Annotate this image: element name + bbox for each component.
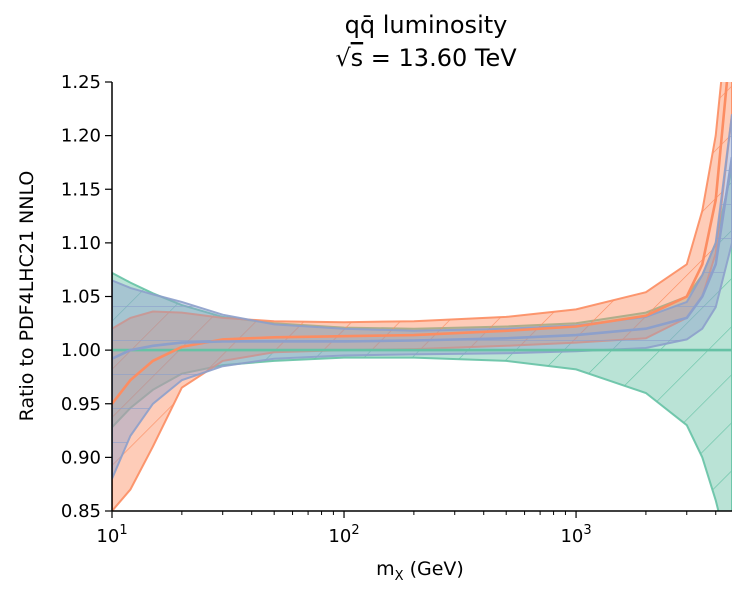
chart-subtitle: √s = 13.60 TeV bbox=[335, 44, 517, 72]
band-outline-1 bbox=[112, 82, 732, 511]
x-axis-label-m: m bbox=[376, 558, 395, 580]
central-line-1 bbox=[112, 82, 729, 405]
x-axis-ticks: 101 102 103 bbox=[96, 511, 717, 547]
y-tick-label: 0.85 bbox=[61, 501, 101, 522]
x-tick-label: 102 bbox=[328, 523, 359, 547]
sqrt-symbol: √ bbox=[335, 44, 351, 72]
y-axis-ticks: 0.85 0.90 0.95 1.00 1.05 1.10 1.15 1.20 1.25 bbox=[61, 72, 112, 522]
x-axis-label-subscript: X bbox=[395, 569, 404, 584]
central-lines bbox=[112, 82, 732, 405]
error-bands bbox=[112, 82, 732, 511]
y-tick-label: 1.00 bbox=[61, 340, 101, 361]
band-outline-2 bbox=[112, 114, 732, 480]
x-axis-label-unit: (GeV) bbox=[404, 558, 464, 580]
x-tick-label: 101 bbox=[96, 523, 127, 547]
subtitle-energy: = 13.60 TeV bbox=[363, 44, 517, 72]
x-axis-label: mX (GeV) bbox=[376, 558, 464, 584]
subtitle-s: s bbox=[351, 44, 364, 72]
chart-title: qq̄ luminosity bbox=[345, 11, 508, 39]
y-tick-label: 1.05 bbox=[61, 287, 101, 308]
y-tick-label: 0.90 bbox=[61, 447, 101, 468]
x-tick-label: 103 bbox=[560, 523, 591, 547]
band-fill-1 bbox=[112, 82, 732, 511]
y-tick-label: 0.95 bbox=[61, 394, 101, 415]
central-line-2 bbox=[112, 156, 732, 360]
y-axis-label: Ratio to PDF4LHC21 NNLO bbox=[16, 171, 38, 422]
y-tick-label: 1.25 bbox=[61, 72, 101, 93]
y-tick-label: 1.20 bbox=[61, 126, 101, 147]
y-tick-label: 1.15 bbox=[61, 179, 101, 200]
y-tick-label: 1.10 bbox=[61, 233, 101, 254]
